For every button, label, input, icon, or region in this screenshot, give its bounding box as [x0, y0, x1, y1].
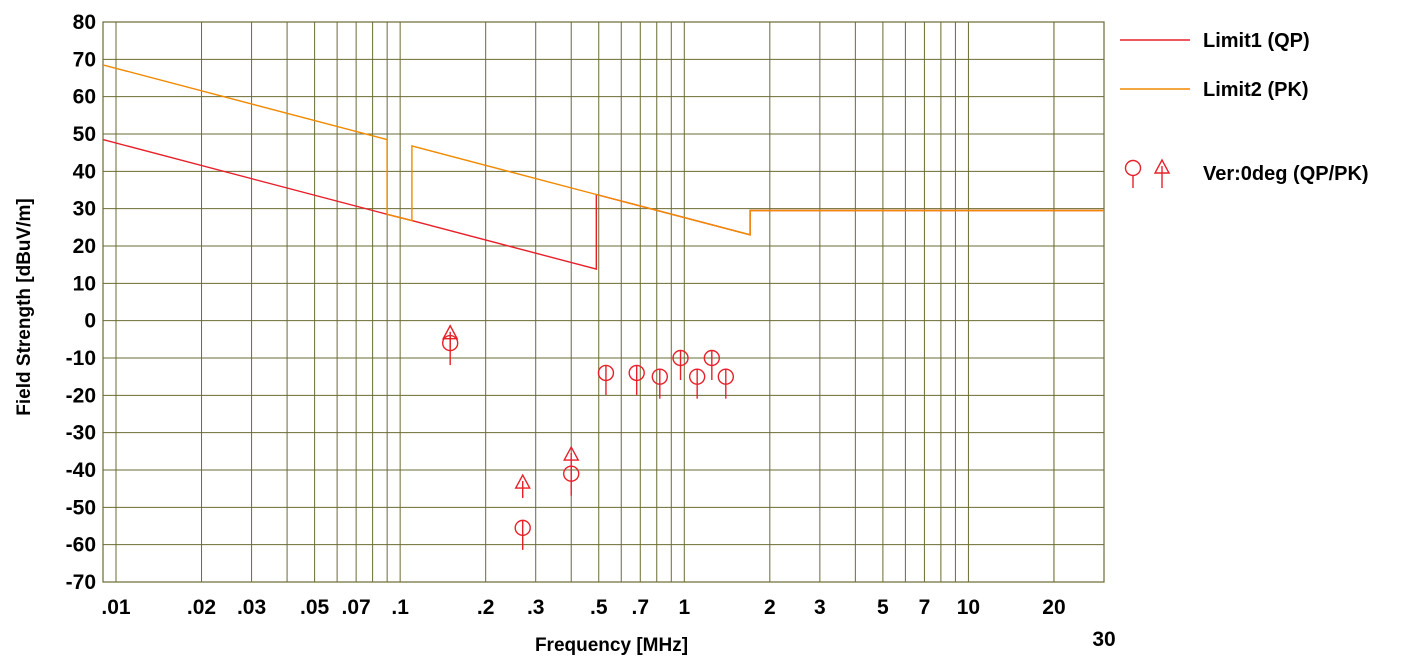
legend-label-markers: Ver:0deg (QP/PK) — [1203, 163, 1369, 185]
legend-label-limit2: Limit2 (PK) — [1203, 79, 1309, 101]
x-tick-label: .07 — [342, 596, 371, 619]
legend: Limit1 (QP) Limit2 (PK) Ver:0deg (QP/PK) — [1120, 30, 1369, 188]
y-tick-label: 20 — [73, 235, 96, 258]
x-tick-label: .05 — [300, 596, 330, 619]
x-tick-label: .01 — [101, 596, 131, 619]
x-tick-label: 7 — [919, 596, 931, 619]
series-group — [102, 64, 1104, 550]
x-tick-label: 30 — [1092, 628, 1115, 651]
y-tick-label: 60 — [73, 86, 96, 109]
y-tick-label: 10 — [73, 272, 96, 295]
x-tick-label: 20 — [1042, 596, 1065, 619]
x-tick-label: 5 — [877, 596, 889, 619]
x-tick-label: .5 — [590, 596, 608, 619]
y-tick-label: 70 — [73, 48, 96, 71]
x-tick-label: 3 — [814, 596, 826, 619]
y-tick-label: -40 — [66, 459, 96, 482]
y-tick-label: 50 — [73, 123, 96, 146]
x-tick-label: .3 — [527, 596, 545, 619]
x-tick-label: 2 — [764, 596, 776, 619]
y-tick-labels: 80 70 60 50 40 30 20 10 0 -10 -20 -30 -40 -50 -60 -70 — [66, 11, 96, 594]
plot-frame — [102, 21, 1105, 583]
y-tick-label: -60 — [66, 534, 96, 557]
x-axis-label: Frequency [MHz] — [535, 635, 688, 656]
x-tick-label: .1 — [391, 596, 409, 619]
y-tick-label: -30 — [66, 422, 96, 445]
y-tick-label: 40 — [73, 160, 96, 183]
y-tick-label: -50 — [66, 496, 96, 519]
y-tick-label: 80 — [73, 11, 96, 34]
y-tick-label: 0 — [84, 310, 96, 333]
limit2-pk-line — [102, 64, 1104, 236]
limit1-qp-line — [102, 138, 1104, 271]
x-tick-label: 10 — [957, 596, 980, 619]
y-tick-label: 30 — [73, 198, 96, 221]
legend-label-limit1: Limit1 (QP) — [1203, 30, 1310, 52]
grid — [103, 21, 1105, 583]
x-tick-label: .7 — [632, 596, 650, 619]
x-tick-label: .2 — [477, 596, 495, 619]
y-tick-label: -10 — [66, 347, 96, 370]
x-tick-label: .03 — [237, 596, 266, 619]
legend-swatch-markers — [1124, 158, 1171, 188]
y-tick-label: -70 — [66, 571, 96, 594]
x-tick-label: .02 — [187, 596, 216, 619]
x-tick-labels: .01 .02 .03 .05 .07 .1 .2 .3 .5 .7 1 2 3 5 7 10 20 30 — [101, 596, 1115, 651]
y-axis-label: Field Strength [dBuV/m] — [14, 198, 35, 415]
legend-qp-marker — [1124, 159, 1142, 177]
y-tick-label: -20 — [66, 384, 96, 407]
x-tick-label: 1 — [678, 596, 690, 619]
